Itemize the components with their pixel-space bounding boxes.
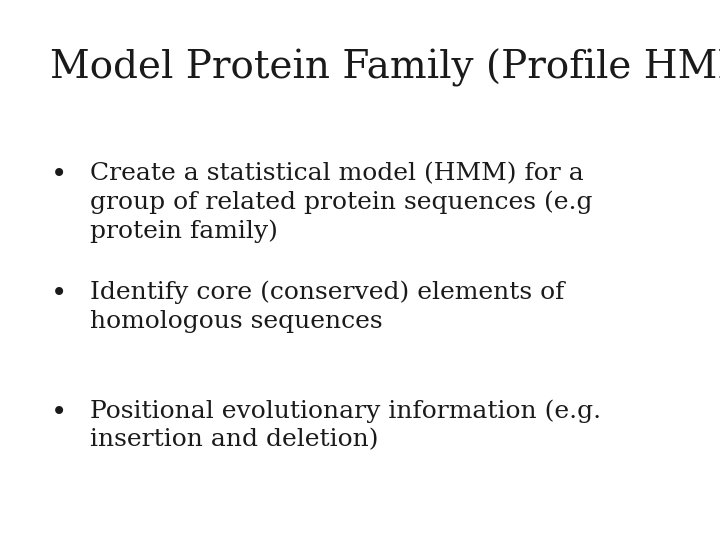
Text: •: •: [50, 162, 67, 189]
Text: Positional evolutionary information (e.g.
insertion and deletion): Positional evolutionary information (e.g…: [90, 400, 601, 451]
Text: Model Protein Family (Profile HMM): Model Protein Family (Profile HMM): [50, 49, 720, 87]
Text: •: •: [50, 400, 67, 427]
Text: Create a statistical model (HMM) for a
group of related protein sequences (e.g
p: Create a statistical model (HMM) for a g…: [90, 162, 593, 243]
Text: Identify core (conserved) elements of
homologous sequences: Identify core (conserved) elements of ho…: [90, 281, 564, 333]
Text: •: •: [50, 281, 67, 308]
